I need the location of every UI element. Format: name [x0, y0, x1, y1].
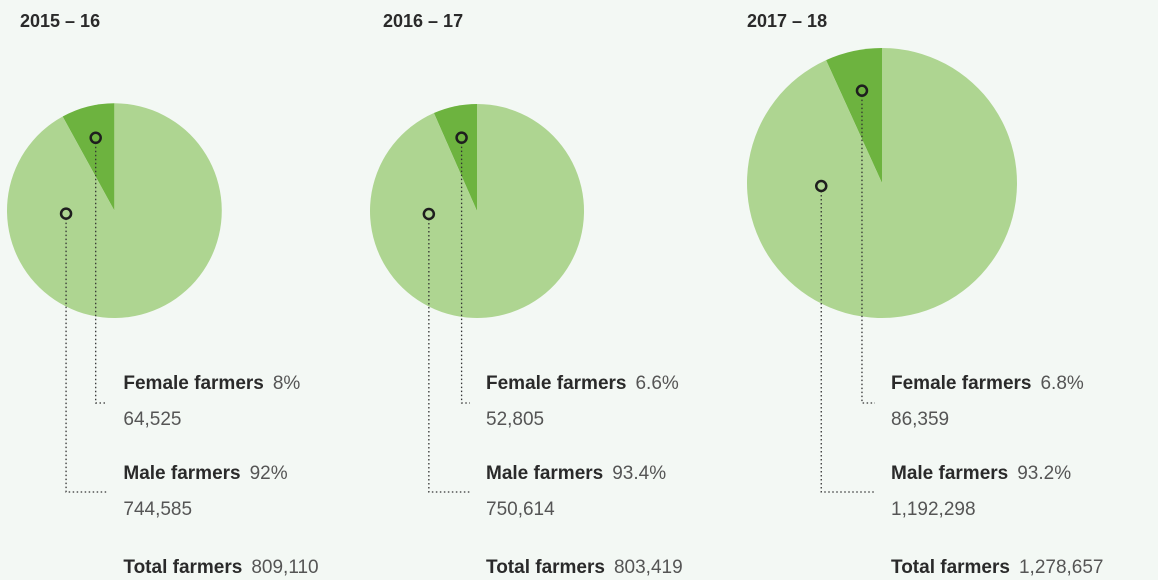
total-label: Total farmers	[486, 557, 605, 578]
count-label: 744,585	[123, 499, 192, 520]
marker	[59, 207, 73, 220]
category-label: Female farmers	[486, 373, 626, 394]
total-label: Total farmers	[123, 557, 242, 578]
percent-label: 6.6%	[635, 373, 678, 394]
legend-entry: Male farmers 93.4%	[486, 463, 666, 484]
legend-entry: Female farmers 6.8%	[891, 373, 1084, 394]
category-label: Male farmers	[123, 463, 240, 484]
category-label: Male farmers	[891, 463, 1008, 484]
leader-line	[820, 191, 875, 493]
percent-label: 92%	[250, 463, 288, 484]
percent-label: 93.2%	[1017, 463, 1071, 484]
category-label: Female farmers	[123, 373, 263, 394]
category-label: Female farmers	[891, 373, 1031, 394]
percent-label: 8%	[273, 373, 301, 394]
marker	[422, 207, 436, 221]
total-entry: Total farmers 809,110	[123, 557, 318, 578]
leader-line	[861, 95, 875, 404]
pie-slice	[7, 103, 222, 318]
marker	[815, 179, 828, 193]
category-label: Male farmers	[486, 463, 603, 484]
leader-line	[65, 218, 108, 493]
leader-line	[95, 142, 108, 404]
legend-entry: Female farmers 8%	[123, 373, 300, 394]
pie-title: 2015 – 16	[20, 11, 100, 31]
total-entry: Total farmers 1,278,657	[891, 557, 1104, 578]
count-label: 64,525	[123, 409, 181, 430]
total-value: 809,110	[251, 557, 318, 578]
total-label: Total farmers	[891, 557, 1010, 578]
legend-entry: Male farmers 92%	[123, 463, 287, 484]
pie-slice	[826, 48, 882, 183]
percent-label: 6.8%	[1040, 373, 1083, 394]
total-entry: Total farmers 803,419	[486, 557, 683, 578]
count-label: 1,192,298	[891, 499, 976, 520]
legend-entry: Female farmers 6.6%	[486, 373, 679, 394]
pie-slice	[62, 103, 115, 211]
leader-line	[460, 142, 471, 404]
marker	[455, 131, 468, 144]
marker	[855, 84, 869, 97]
leader-line	[428, 218, 471, 493]
count-label: 52,805	[486, 409, 544, 430]
total-value: 803,419	[614, 557, 683, 578]
pie-slice	[370, 103, 585, 319]
percent-label: 93.4%	[612, 463, 666, 484]
count-label: 750,614	[486, 499, 555, 520]
pie-slice	[747, 48, 1017, 318]
pie-slice	[433, 103, 478, 211]
pie-title: 2017 – 18	[747, 11, 827, 31]
pie-title: 2016 – 17	[383, 11, 463, 31]
legend-entry: Male farmers 93.2%	[891, 463, 1071, 484]
count-label: 86,359	[891, 409, 949, 430]
marker	[89, 131, 102, 145]
total-value: 1,278,657	[1019, 557, 1104, 578]
